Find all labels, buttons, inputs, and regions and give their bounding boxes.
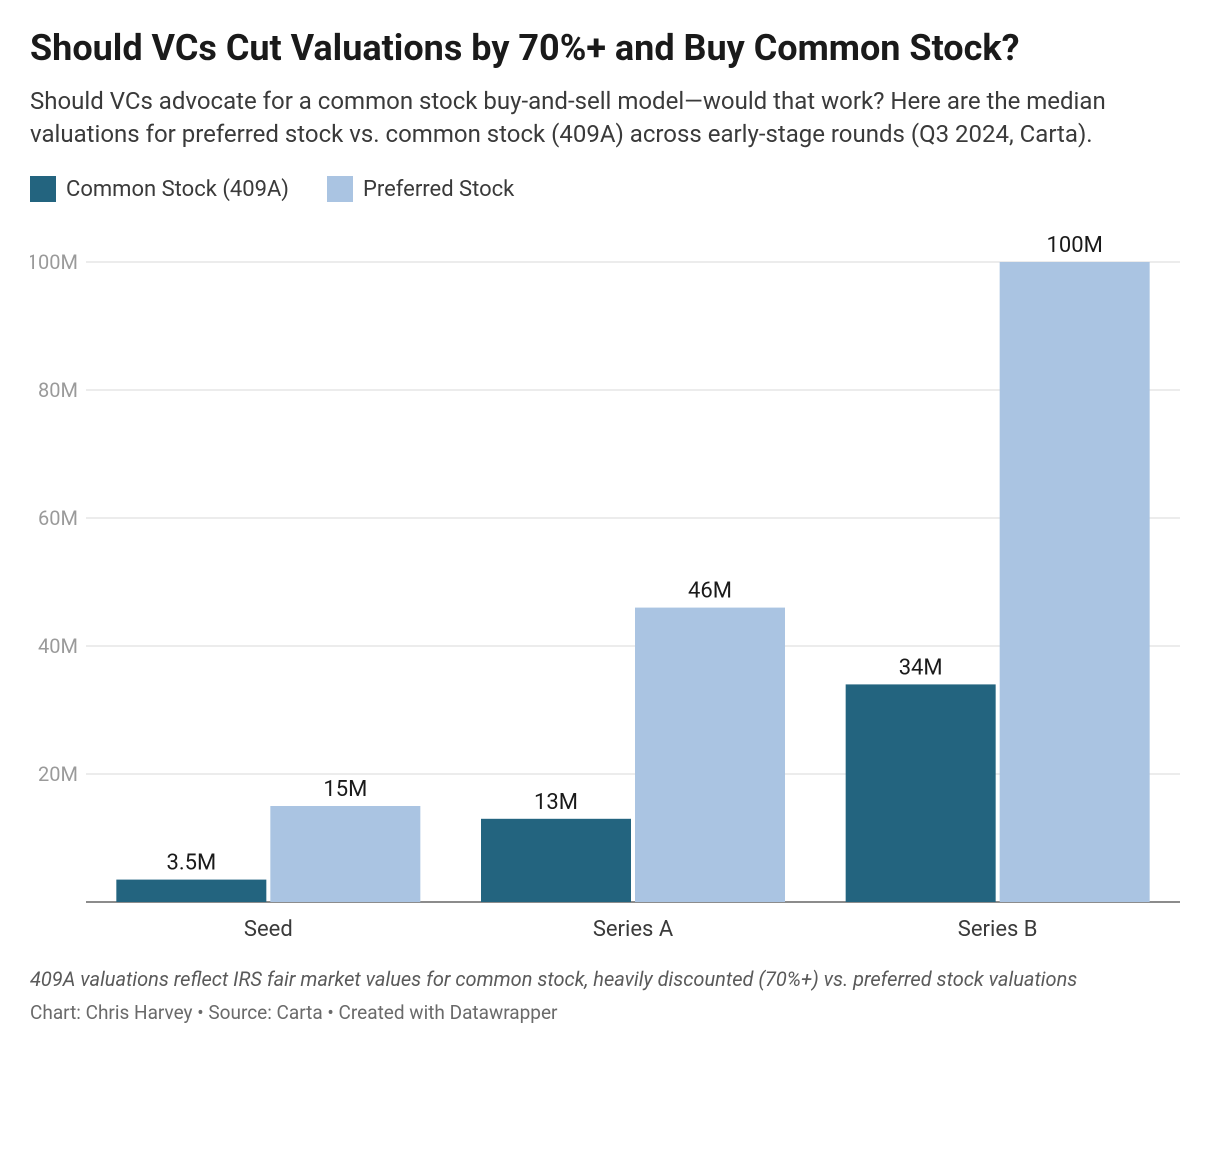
svg-text:46M: 46M	[688, 579, 732, 604]
svg-text:100M: 100M	[1047, 233, 1103, 258]
legend-item-common: Common Stock (409A)	[30, 176, 289, 202]
chart-credits: Chart: Chris Harvey • Source: Carta • Cr…	[30, 1001, 1190, 1024]
chart-subtitle: Should VCs advocate for a common stock b…	[30, 85, 1190, 150]
svg-text:15M: 15M	[323, 777, 367, 802]
svg-text:34M: 34M	[899, 656, 943, 681]
bar-chart: 20M 40M 60M 80M 100M 3.5M 15M Seed 13M 46M Series …	[30, 222, 1190, 952]
legend-label: Preferred Stock	[363, 177, 514, 202]
svg-text:80M: 80M	[38, 378, 78, 402]
chart-title: Should VCs Cut Valuations by 70%+ and Bu…	[30, 28, 1190, 69]
svg-text:40M: 40M	[38, 634, 78, 658]
svg-text:3.5M: 3.5M	[166, 851, 216, 876]
legend-item-preferred: Preferred Stock	[327, 176, 514, 202]
legend-swatch-icon	[327, 176, 353, 202]
svg-text:60M: 60M	[38, 506, 78, 530]
legend-label: Common Stock (409A)	[66, 177, 289, 202]
chart-footnote: 409A valuations reflect IRS fair market …	[30, 966, 1190, 993]
svg-text:20M: 20M	[38, 762, 78, 786]
svg-text:Series B: Series B	[958, 917, 1038, 942]
legend-swatch-icon	[30, 176, 56, 202]
svg-text:Series A: Series A	[593, 917, 674, 942]
svg-text:13M: 13M	[534, 790, 578, 815]
svg-text:100M: 100M	[30, 250, 78, 274]
svg-text:Seed: Seed	[244, 917, 293, 942]
legend: Common Stock (409A) Preferred Stock	[30, 176, 1190, 202]
